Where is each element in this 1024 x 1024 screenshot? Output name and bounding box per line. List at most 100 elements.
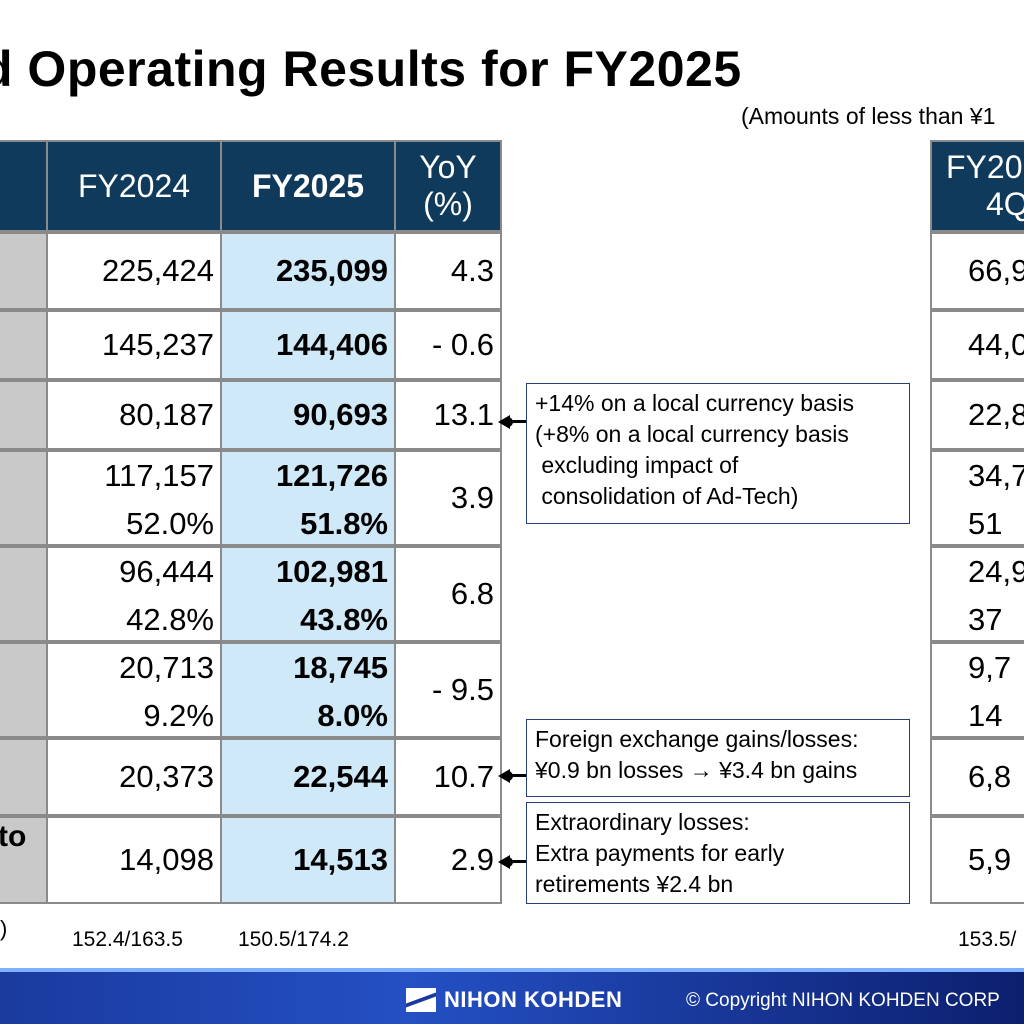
page-title: d Operating Results for FY2025 (0, 41, 742, 97)
fy2025-cell: 90,693 (220, 380, 396, 450)
yoy-cell-value: 3.9 (450, 480, 494, 515)
fy2025-cell-value: 22,544 (293, 759, 388, 794)
fy2025-cell: 235,099 (220, 232, 396, 310)
fy2025-cell-value: 18,745 (293, 650, 388, 685)
footer-fy2024-rate: 152.4/163.5 (72, 928, 183, 951)
right-cell: 6,8 (930, 738, 1024, 816)
right-cell: 22,8 (930, 380, 1024, 450)
fy2025-cell: 121,726 51.8% (220, 450, 396, 546)
right-cell: 24,9 37 (930, 546, 1024, 642)
yoy-cell-value: - 9.5 (431, 672, 494, 707)
fy2024-cell-value: 117,157 (104, 458, 214, 493)
fy2024-cell-value: 225,424 (101, 253, 214, 288)
yoy-cell: - 9.5 (394, 642, 502, 738)
callout-extraordinary-line: Extraordinary losses: (535, 809, 750, 835)
fy2025-cell: 22,544 (220, 738, 396, 816)
row-label-cell (0, 642, 48, 738)
yoy-cell: - 0.6 (394, 310, 502, 380)
fy2024-cell: 117,157 52.0% (46, 450, 222, 546)
header-yoy-line2: (%) (423, 186, 473, 222)
fy2025-cell-value: 43.8% (300, 602, 388, 637)
yoy-cell-value: 13.1 (433, 397, 494, 432)
callout-extraordinary-line: Extra payments for early (535, 840, 785, 866)
right-cell-value: 51 (968, 506, 1003, 541)
fy2025-cell-value: 51.8% (300, 506, 388, 541)
fy2024-cell: 225,424 (46, 232, 222, 310)
yoy-cell: 2.9 (394, 816, 502, 904)
yoy-cell: 4.3 (394, 232, 502, 310)
fy2025-cell-value: 144,406 (275, 327, 388, 362)
fy2025-cell-value: 102,981 (275, 554, 388, 589)
callout-sales-line: (+8% on a local currency basis (535, 421, 849, 447)
fy2025-cell-value: 8.0% (317, 698, 388, 733)
fy2024-cell: 145,237 (46, 310, 222, 380)
right-cell-value: 6,8 (968, 759, 1012, 794)
fy2025-cell-value: 235,099 (275, 253, 388, 288)
fy2024-cell-value: 14,098 (119, 842, 214, 877)
fy2025-cell-value: 121,726 (275, 458, 388, 493)
right-cell-value: 44,0 (968, 327, 1024, 362)
row-label-cell (0, 738, 48, 816)
yoy-cell-value: 2.9 (450, 842, 494, 877)
fy2024-cell-value: 52.0% (126, 506, 214, 541)
callout-sales-note: +14% on a local currency basis (+8% on a… (526, 383, 910, 524)
callout-fx-line: ¥0.9 bn losses → ¥3.4 bn gains (535, 757, 858, 783)
right-cell-value: 37 (968, 602, 1003, 637)
fy2024-cell: 14,098 (46, 816, 222, 904)
fy2024-cell-value: 96,444 (119, 554, 214, 589)
right-cell-value: 14 (968, 698, 1003, 733)
header-yoy-line1: YoY (419, 149, 477, 185)
fy2024-cell-value: 20,713 (119, 650, 214, 685)
callout-fx-line: Foreign exchange gains/losses: (535, 726, 859, 752)
right-cell: 34,7 51 (930, 450, 1024, 546)
fy2024-cell-value: 145,237 (101, 327, 214, 362)
right-cell: 44,0 (930, 310, 1024, 380)
right-cell: 5,9 (930, 816, 1024, 904)
yoy-cell-value: - 0.6 (431, 327, 494, 362)
header-yoy: YoY (%) (394, 140, 502, 232)
brand-logo-text: NIHON KOHDEN (444, 987, 623, 1012)
fy2024-cell-value: 80,187 (119, 397, 214, 432)
fy2024-cell: 80,187 (46, 380, 222, 450)
right-cell: 66,9 (930, 232, 1024, 310)
fy2024-cell-value: 9.2% (143, 698, 214, 733)
footer-right-rate: 153.5/ (958, 928, 1017, 951)
footer-fy2025-rate: 150.5/174.2 (238, 928, 349, 951)
fy2024-cell: 96,444 42.8% (46, 546, 222, 642)
callout-extraordinary-note: Extraordinary losses: Extra payments for… (526, 802, 910, 904)
logo-mark-icon (406, 988, 436, 1012)
fy2024-cell: 20,373 (46, 738, 222, 816)
fy2025-cell: 14,513 (220, 816, 396, 904)
right-cell-value: 66,9 (968, 253, 1024, 288)
yoy-cell: 6.8 (394, 546, 502, 642)
row-label-cell (0, 380, 48, 450)
row-label-cell (0, 546, 48, 642)
header-fy2024: FY2024 (46, 140, 222, 232)
row-label-cell (0, 232, 48, 310)
fy2025-cell-value: 90,693 (293, 397, 388, 432)
fy2025-cell: 144,406 (220, 310, 396, 380)
right-cell-value: 24,9 (968, 554, 1024, 589)
yoy-cell-value: 4.3 (450, 253, 494, 288)
footer-left-fragment: ) (0, 916, 8, 941)
fy2024-cell-value: 42.8% (126, 602, 214, 637)
right-cell-value: 34,7 (968, 458, 1024, 493)
right-cell-value: 5,9 (968, 842, 1012, 877)
amount-note: (Amounts of less than ¥1 (741, 103, 996, 129)
yoy-cell: 13.1 (394, 380, 502, 450)
header-fy2024-text: FY2024 (77, 167, 191, 204)
callout-sales-line: consolidation of Ad-Tech) (535, 483, 799, 509)
fy2025-cell-value: 14,513 (293, 842, 388, 877)
yoy-cell: 10.7 (394, 738, 502, 816)
yoy-cell: 3.9 (394, 450, 502, 546)
callout-fx-note: Foreign exchange gains/losses: ¥0.9 bn l… (526, 719, 910, 797)
row-label-fragment: to (0, 820, 27, 853)
fy2024-cell-value: 20,373 (119, 759, 214, 794)
yoy-cell-value: 6.8 (450, 576, 494, 611)
fy2025-cell: 18,745 8.0% (220, 642, 396, 738)
fy2024-cell: 20,713 9.2% (46, 642, 222, 738)
copyright-text: © Copyright NIHON KOHDEN CORP (686, 990, 1000, 1011)
brand-logo: NIHON KOHDEN (406, 987, 622, 1013)
callout-sales-line: excluding impact of (535, 452, 739, 478)
row-label-cell (0, 450, 48, 546)
